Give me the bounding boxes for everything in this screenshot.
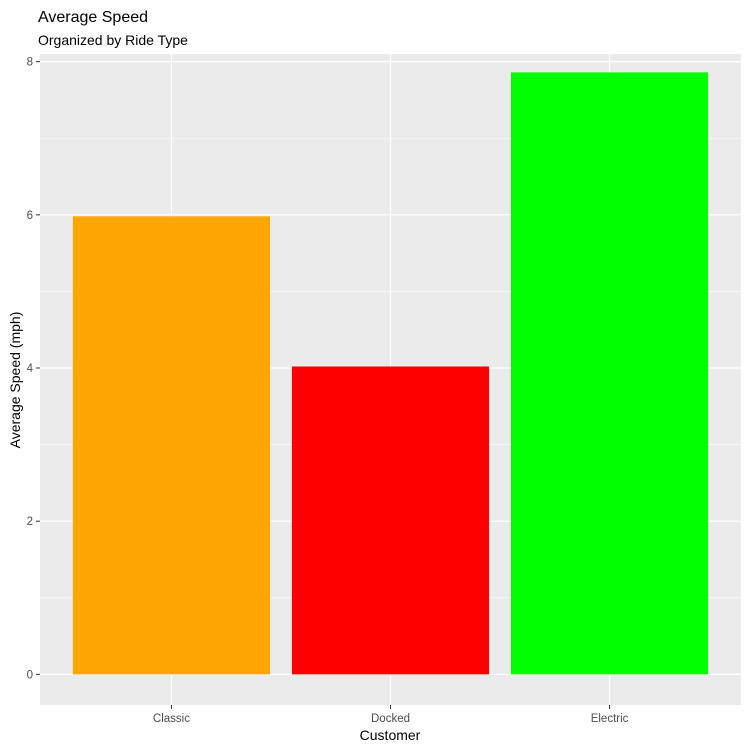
y-tick-label: 0 — [27, 669, 33, 681]
x-axis-ticks: Classic Docked Electric — [153, 705, 629, 725]
bar-docked — [291, 366, 490, 675]
bars — [72, 72, 709, 675]
y-tick-label: 6 — [27, 210, 33, 222]
x-tick-label: Classic — [153, 713, 190, 725]
chart-subtitle: Organized by Ride Type — [38, 32, 188, 48]
y-tick-label: 8 — [27, 57, 33, 69]
bar-electric — [510, 72, 709, 675]
chart-title: Average Speed — [38, 9, 148, 26]
bar-classic — [72, 216, 271, 675]
y-tick-label: 4 — [27, 363, 34, 375]
x-tick-label: Docked — [371, 713, 410, 725]
x-axis-label: Customer — [360, 727, 421, 743]
y-axis-label: Average Speed (mph) — [7, 312, 23, 449]
x-tick-label: Electric — [591, 713, 629, 725]
y-tick-label: 2 — [27, 516, 33, 528]
y-axis-ticks: 0 2 4 6 8 — [27, 57, 40, 681]
